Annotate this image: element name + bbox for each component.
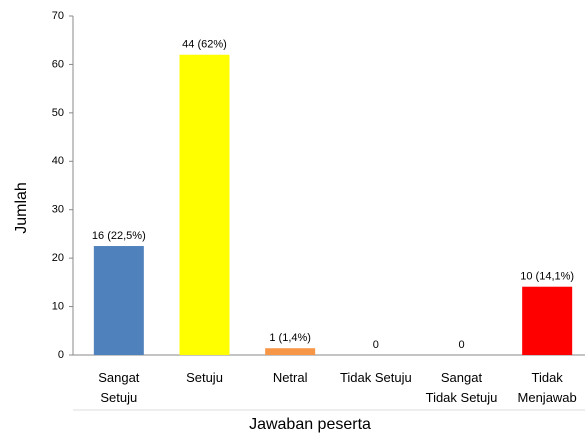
bar xyxy=(93,246,144,355)
bar xyxy=(265,348,316,355)
y-tick-label: 10 xyxy=(52,300,64,312)
value-label: 0 xyxy=(458,339,464,351)
y-tick-label: 20 xyxy=(52,252,64,264)
y-tick-label: 30 xyxy=(52,204,64,216)
value-label: 10 (14,1%) xyxy=(520,271,574,283)
y-tick-label: 0 xyxy=(58,349,64,361)
value-label: 44 (62%) xyxy=(182,39,227,51)
y-tick-label: 50 xyxy=(52,107,64,119)
x-tick-label: Sangat Tidak Setuju xyxy=(425,370,498,405)
x-tick-label: Sangat Setuju xyxy=(98,370,140,405)
y-tick-label: 60 xyxy=(52,58,64,70)
x-tick-label: Netral xyxy=(272,370,308,385)
value-label: 16 (22,5%) xyxy=(92,230,146,242)
x-tick-label: Setuju xyxy=(186,370,223,385)
y-tick-label: 40 xyxy=(52,155,64,167)
x-tick-label: Tidak Menjawab xyxy=(517,370,577,405)
bar xyxy=(179,54,230,355)
x-tick-label: Tidak Setuju xyxy=(339,370,412,385)
value-label: 1 (1,4%) xyxy=(269,332,311,344)
y-tick-label: 70 xyxy=(52,10,64,22)
x-axis-title: Jawaban peserta xyxy=(249,416,371,433)
y-axis-title: Jumlah xyxy=(13,182,30,234)
value-label: 0 xyxy=(373,339,379,351)
bar xyxy=(522,286,573,355)
